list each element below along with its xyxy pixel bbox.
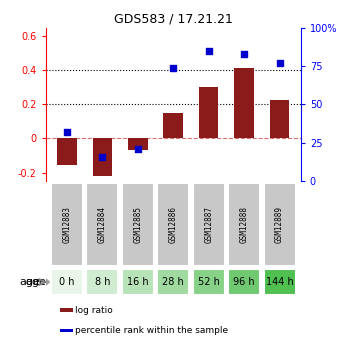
Text: GSM12889: GSM12889 xyxy=(275,206,284,243)
Text: 8 h: 8 h xyxy=(95,277,110,287)
Bar xyxy=(157,183,189,266)
Bar xyxy=(128,138,147,150)
Polygon shape xyxy=(44,278,50,286)
Text: 16 h: 16 h xyxy=(127,277,149,287)
Bar xyxy=(264,269,295,295)
Text: GSM12886: GSM12886 xyxy=(169,206,178,243)
Text: GSM12888: GSM12888 xyxy=(240,206,249,243)
Bar xyxy=(228,269,260,295)
Text: 144 h: 144 h xyxy=(266,277,293,287)
Bar xyxy=(60,328,73,333)
Bar xyxy=(157,269,189,295)
Text: age: age xyxy=(20,277,40,287)
Bar xyxy=(122,269,154,295)
Bar xyxy=(93,138,112,176)
Bar xyxy=(199,87,218,138)
Text: 52 h: 52 h xyxy=(198,277,220,287)
Bar xyxy=(193,183,225,266)
Bar xyxy=(51,269,83,295)
Bar xyxy=(228,183,260,266)
Bar xyxy=(193,269,225,295)
Bar xyxy=(60,308,73,312)
Bar xyxy=(87,269,118,295)
Bar xyxy=(234,68,254,138)
Text: GSM12884: GSM12884 xyxy=(98,206,107,243)
Text: log ratio: log ratio xyxy=(75,306,113,315)
Bar xyxy=(270,100,289,138)
Text: percentile rank within the sample: percentile rank within the sample xyxy=(75,326,228,335)
Point xyxy=(277,60,282,66)
Bar xyxy=(57,138,77,165)
Bar xyxy=(164,113,183,138)
Bar xyxy=(122,183,154,266)
Text: GSM12883: GSM12883 xyxy=(63,206,71,243)
Point xyxy=(241,51,247,57)
Bar xyxy=(51,183,83,266)
Text: age: age xyxy=(25,277,46,287)
Text: GSM12887: GSM12887 xyxy=(204,206,213,243)
Point xyxy=(135,146,141,152)
Text: 0 h: 0 h xyxy=(59,277,75,287)
Point xyxy=(64,129,70,135)
Text: GSM12885: GSM12885 xyxy=(133,206,142,243)
Title: GDS583 / 17.21.21: GDS583 / 17.21.21 xyxy=(114,12,233,25)
Point xyxy=(206,48,211,53)
Text: 96 h: 96 h xyxy=(233,277,255,287)
Text: 28 h: 28 h xyxy=(162,277,184,287)
Point xyxy=(100,154,105,159)
Bar xyxy=(264,183,295,266)
Point xyxy=(171,65,176,70)
Bar xyxy=(87,183,118,266)
